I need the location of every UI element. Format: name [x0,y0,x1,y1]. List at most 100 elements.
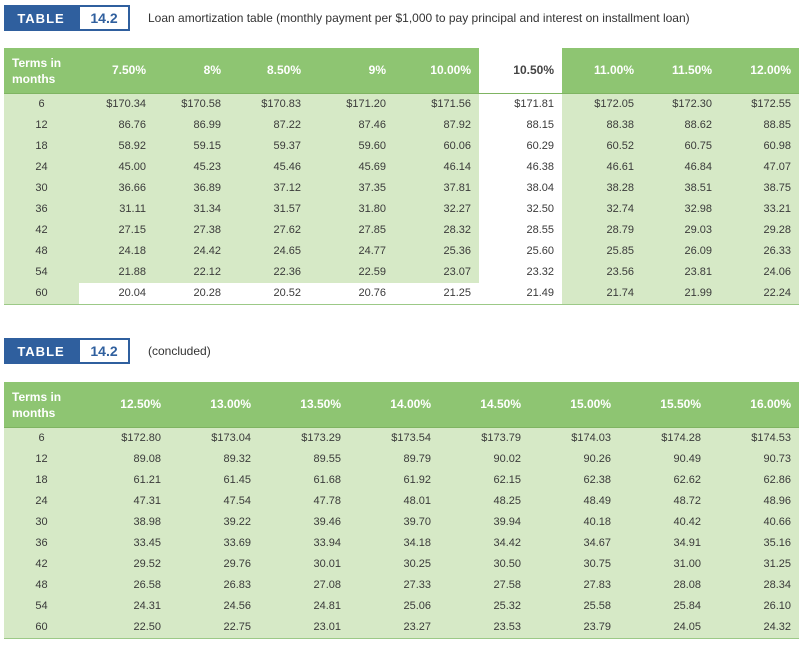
payment-cell: 26.10 [709,595,799,617]
payment-cell: 27.15 [79,219,154,241]
payment-cell: 26.58 [79,574,169,596]
payment-cell: $174.28 [619,426,709,449]
payment-cell: 24.56 [169,595,259,617]
payment-cell: 45.69 [309,156,394,178]
payment-cell: 40.18 [529,511,619,533]
payment-cell: 45.46 [229,156,309,178]
payment-cell: 88.38 [562,114,642,136]
payment-cell: $170.58 [154,92,229,115]
term-cell: 6 [4,92,79,115]
payment-cell: 33.69 [169,532,259,554]
payment-cell: 22.12 [154,261,229,283]
payment-cell: 62.38 [529,469,619,491]
table1-header-row: Terms in months 7.50% 8% 8.50% 9% 10.00% 10.5… [4,48,799,93]
payment-cell: 24.05 [619,616,709,639]
payment-cell: 23.81 [642,261,720,283]
payment-cell: 22.59 [309,261,394,283]
table1-label-number: 14.2 [78,5,130,31]
table-row: 6 $170.34 $170.58 $170.83 $171.20 $171.56 $171… [4,92,799,115]
payment-cell: 23.56 [562,261,642,283]
payment-cell: 21.74 [562,282,642,305]
payment-cell: $170.83 [229,92,309,115]
payment-cell: 22.75 [169,616,259,639]
terms-header: Terms in months [4,382,79,427]
payment-cell: 46.61 [562,156,642,178]
payment-cell: 25.06 [349,595,439,617]
payment-cell: 31.34 [154,198,229,220]
payment-cell: 62.86 [709,469,799,491]
payment-cell: 45.00 [79,156,154,178]
payment-cell: 88.15 [479,114,562,136]
payment-cell: 39.46 [259,511,349,533]
payment-cell: 34.67 [529,532,619,554]
payment-cell: 59.37 [229,135,309,157]
payment-cell: 38.98 [79,511,169,533]
payment-cell: 40.42 [619,511,709,533]
rate-header: 9% [309,48,394,93]
payment-cell: 27.38 [154,219,229,241]
payment-cell: 27.83 [529,574,619,596]
payment-cell: 23.07 [394,261,479,283]
term-cell: 24 [4,156,79,178]
payment-cell: 61.68 [259,469,349,491]
payment-cell: 34.18 [349,532,439,554]
terms-header-line2: months [12,72,56,87]
payment-cell: 46.14 [394,156,479,178]
payment-cell: $171.20 [309,92,394,115]
payment-cell: 33.21 [720,198,799,220]
payment-cell: 24.31 [79,595,169,617]
payment-cell: 27.08 [259,574,349,596]
table-row: 54 21.88 22.12 22.36 22.59 23.07 23.32 23.56 23.… [4,261,799,283]
payment-cell: 32.50 [479,198,562,220]
payment-cell: 90.49 [619,448,709,470]
payment-cell: 47.31 [79,490,169,512]
payment-cell: 39.70 [349,511,439,533]
payment-cell: 60.06 [394,135,479,157]
payment-cell: 47.54 [169,490,259,512]
rate-header: 15.50% [619,382,709,427]
payment-cell: 27.85 [309,219,394,241]
table-row: 54 24.31 24.56 24.81 25.06 25.32 25.58 25.84 26.… [4,595,799,617]
payment-cell: 90.73 [709,448,799,470]
payment-cell: 22.50 [79,616,169,639]
payment-cell: $172.55 [720,92,799,115]
payment-cell: 31.25 [709,553,799,575]
payment-cell: 25.84 [619,595,709,617]
table2-label: TABLE 14.2 (concluded) [4,338,211,364]
payment-cell: 87.22 [229,114,309,136]
term-cell: 6 [4,426,79,449]
payment-cell: 46.38 [479,156,562,178]
term-cell: 12 [4,448,79,470]
payment-cell: 27.33 [349,574,439,596]
payment-cell: 62.62 [619,469,709,491]
payment-cell: 38.04 [479,177,562,199]
payment-cell: 60.75 [642,135,720,157]
payment-cell: 88.62 [642,114,720,136]
payment-cell: 33.94 [259,532,349,554]
payment-cell: 61.45 [169,469,259,491]
rate-header: 14.00% [349,382,439,427]
payment-cell: 87.92 [394,114,479,136]
payment-cell: 48.72 [619,490,709,512]
rate-header: 10.50% [479,48,562,93]
payment-cell: 32.74 [562,198,642,220]
payment-cell: 89.55 [259,448,349,470]
payment-cell: 20.04 [79,282,154,305]
payment-cell: 25.85 [562,240,642,262]
term-cell: 12 [4,114,79,136]
payment-cell: 39.22 [169,511,259,533]
table1-label-word: TABLE [4,5,78,31]
table-row: 36 33.45 33.69 33.94 34.18 34.42 34.67 34.91 35.… [4,532,799,554]
terms-header-line1: Terms in [12,390,62,405]
payment-cell: 23.79 [529,616,619,639]
table-row: 30 38.98 39.22 39.46 39.70 39.94 40.18 40.42 40.… [4,511,799,533]
rate-header: 13.00% [169,382,259,427]
rate-header: 15.00% [529,382,619,427]
payment-cell: 26.83 [169,574,259,596]
payment-cell: $171.56 [394,92,479,115]
payment-cell: $174.03 [529,426,619,449]
table2-label-word: TABLE [4,338,78,364]
payment-cell: 23.27 [349,616,439,639]
payment-cell: 34.42 [439,532,529,554]
rate-header: 10.00% [394,48,479,93]
